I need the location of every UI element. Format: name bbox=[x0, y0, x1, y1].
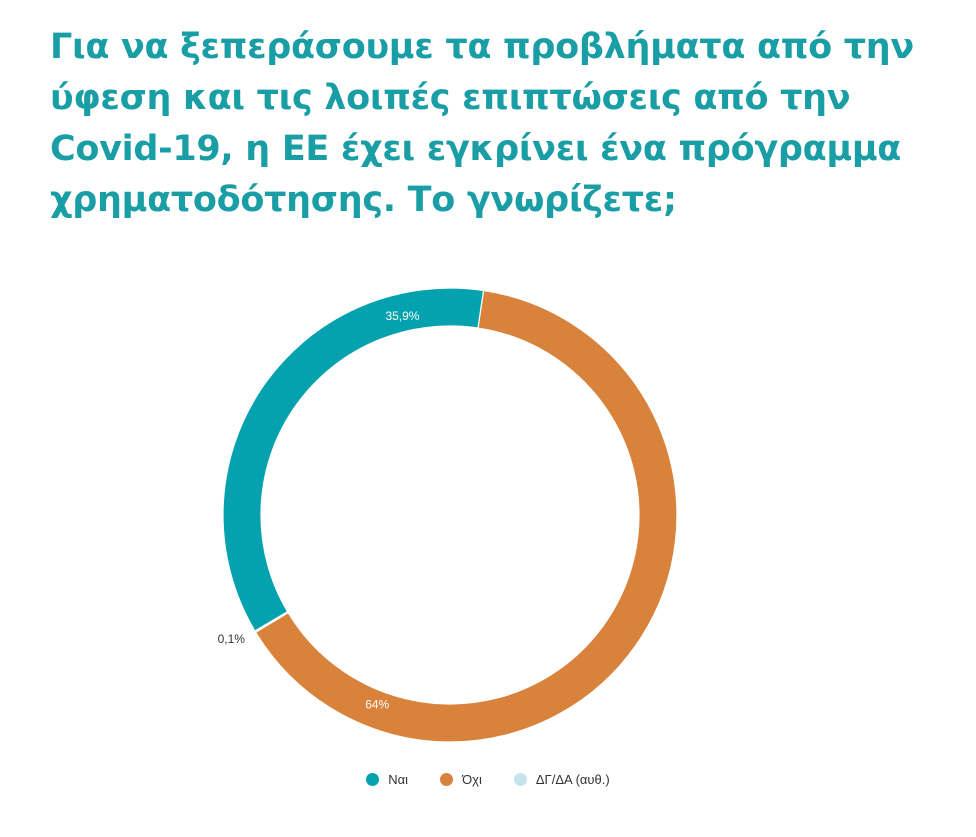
legend-swatch-nai bbox=[366, 773, 380, 786]
slice-labels: 64% 0,1% 35,9% bbox=[218, 309, 420, 712]
legend-item-dgda[interactable]: ΔΓ/ΔΑ (αυθ.) bbox=[513, 772, 610, 787]
donut-slice-2[interactable] bbox=[222, 287, 485, 632]
legend-label-ochi: Όχι bbox=[462, 772, 482, 787]
donut-slices bbox=[222, 287, 678, 743]
legend-item-nai[interactable]: Ναι bbox=[366, 772, 408, 787]
legend-item-ochi[interactable]: Όχι bbox=[440, 772, 482, 787]
slice-label-0: 64% bbox=[365, 698, 389, 712]
slice-label-2: 35,9% bbox=[385, 309, 419, 323]
legend-swatch-ochi bbox=[440, 773, 454, 786]
slice-label-1: 0,1% bbox=[218, 632, 246, 646]
donut-slice-0[interactable] bbox=[254, 289, 678, 743]
chart-legend: Ναι Όχι ΔΓ/ΔΑ (αυθ.) bbox=[0, 772, 976, 787]
legend-label-dgda: ΔΓ/ΔΑ (αυθ.) bbox=[535, 772, 610, 787]
chart-title: Για να ξεπεράσουμε τα προβλήματα από την… bbox=[50, 27, 914, 220]
legend-swatch-dgda bbox=[513, 773, 527, 786]
legend-label-nai: Ναι bbox=[388, 772, 409, 787]
